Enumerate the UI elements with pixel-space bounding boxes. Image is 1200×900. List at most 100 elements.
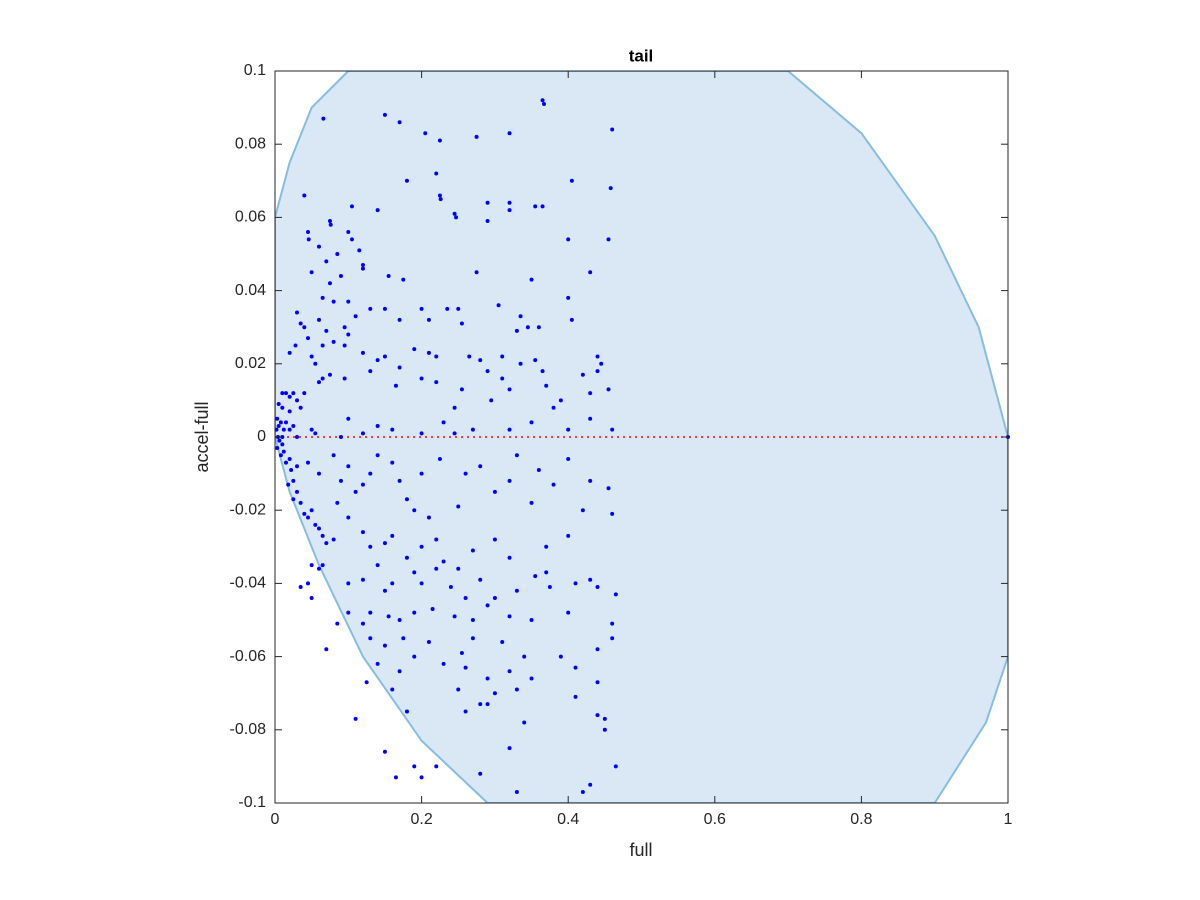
data-point [375,563,380,568]
data-point [313,431,318,436]
data-point [478,358,483,363]
data-point [551,482,556,487]
data-point [375,424,380,429]
data-point [566,427,571,432]
data-point [291,424,296,429]
data-point [368,471,373,476]
data-point [321,116,326,121]
data-point [305,336,310,341]
data-point [320,376,325,381]
data-point [331,453,336,458]
data-point [335,252,340,256]
data-point [595,585,600,590]
data-point [544,544,549,549]
data-point [316,317,321,322]
data-point [514,453,519,458]
data-point [382,643,387,648]
data-point [529,500,534,505]
data-point [324,259,329,264]
data-point [316,526,321,531]
data-point [507,200,512,205]
data-point [507,387,512,392]
data-point [492,489,497,494]
data-point [459,387,464,392]
data-point [360,621,365,626]
data-point [430,607,435,612]
data-point [463,471,468,476]
data-point [470,548,475,553]
data-point [588,416,593,421]
data-point [382,354,387,359]
data-point [438,197,443,202]
data-point [298,321,303,326]
data-point [375,358,380,363]
data-point [492,691,497,696]
data-point [478,464,483,469]
data-point [566,610,571,615]
data-point [610,427,615,432]
data-point [456,306,461,311]
data-point [437,138,442,143]
data-point [346,581,351,586]
data-point [613,764,618,769]
data-point [547,585,552,590]
data-point [346,299,351,304]
data-point [525,325,530,330]
data-point [357,248,362,253]
data-point [434,566,439,571]
data-point [338,435,343,439]
data-point [364,680,369,685]
data-point [316,380,321,385]
data-point [426,639,431,644]
data-point [419,471,424,476]
data-point [316,471,321,476]
data-point [456,504,461,509]
data-point [278,420,283,425]
data-point [540,98,545,103]
data-point [281,427,286,432]
x-tick-label: 1 [1004,811,1013,828]
data-point [580,372,585,377]
data-point [485,369,490,374]
data-point [309,596,314,601]
data-point [434,171,439,176]
data-point [360,350,365,355]
data-point [313,361,318,366]
data-point [293,343,298,348]
data-point [540,369,545,374]
data-point [540,204,545,209]
data-point [536,467,541,472]
data-point [419,775,424,780]
data-point [419,306,424,311]
data-point [452,405,457,410]
data-point [382,306,387,311]
data-point [287,427,292,432]
data-point [507,746,512,751]
data-point [518,361,523,366]
data-point [441,420,446,425]
data-point [346,515,351,520]
data-point [342,325,347,330]
data-point [397,618,402,622]
data-point [454,215,459,220]
data-point [492,596,497,601]
data-point [277,438,282,443]
x-axis-label: full [629,840,652,860]
data-point [320,563,325,568]
data-point [463,596,468,601]
data-point [306,237,311,242]
data-point [349,237,354,242]
data-point [283,460,288,465]
data-point [478,702,483,707]
y-tick-label: 0.1 [244,62,266,79]
y-tick-label: 0.08 [235,135,266,152]
data-point [463,709,468,714]
data-point [569,178,574,183]
data-point [569,317,574,322]
data-point [529,277,534,282]
data-point [412,610,417,615]
data-point [419,544,424,549]
data-point [602,727,607,732]
data-point [360,431,365,436]
